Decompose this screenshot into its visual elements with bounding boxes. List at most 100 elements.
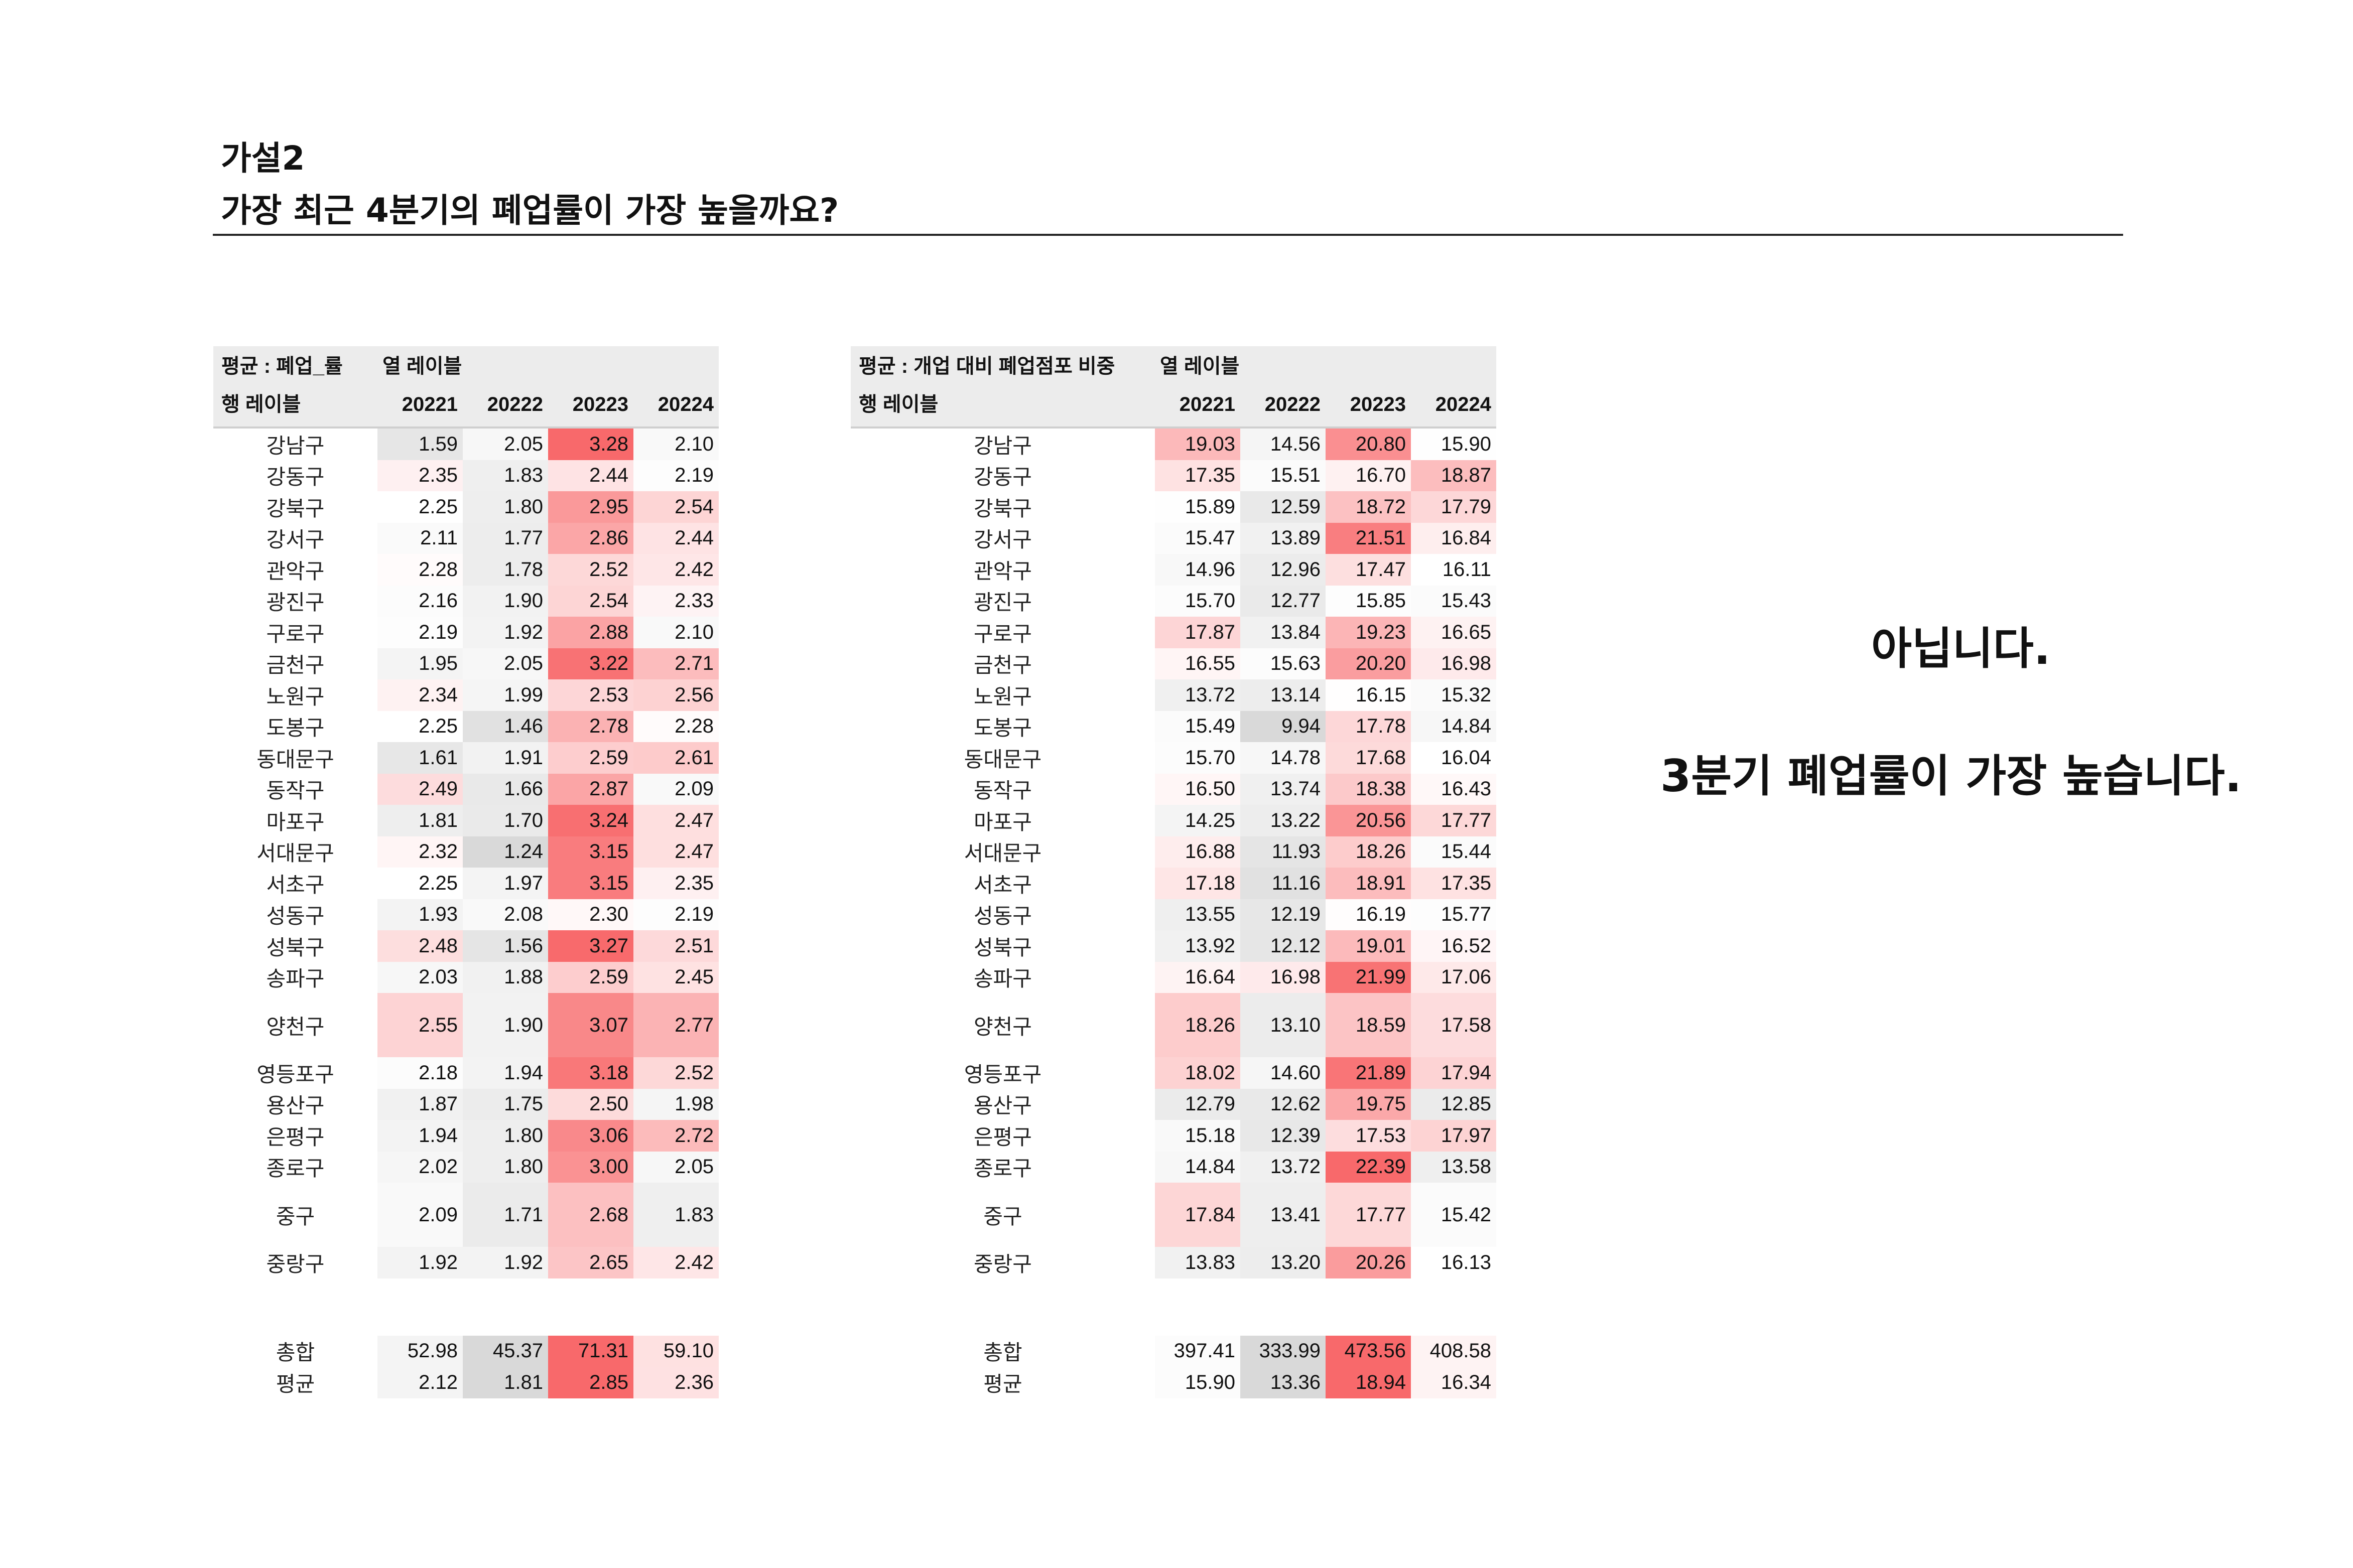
value-cell: 2.35 <box>633 868 719 899</box>
row-label: 노원구 <box>266 684 325 708</box>
value-cell: 17.53 <box>1326 1120 1411 1152</box>
value-cell: 16.13 <box>1411 1247 1496 1278</box>
value-cell: 1.61 <box>377 742 463 774</box>
table-row: 관악구 2.28 1.78 2.52 2.42 <box>213 554 719 586</box>
value-cell: 14.78 <box>1240 742 1326 774</box>
row-label: 관악구 <box>266 559 325 583</box>
value-cell: 17.58 <box>1411 993 1496 1057</box>
table-row: 광진구 2.16 1.90 2.54 2.33 <box>213 585 719 617</box>
value-cell: 15.90 <box>1411 429 1496 460</box>
pivot-header: 평균 : 개업 대비 폐업점포 비중 열 레이블 행 레이블 20221 202… <box>851 346 1496 426</box>
value-cell: 1.83 <box>633 1183 719 1247</box>
column-labels-header: 열 레이블 <box>1160 355 1240 377</box>
value-cell: 2.49 <box>377 773 463 805</box>
value-cell: 1.98 <box>633 1088 719 1120</box>
row-label: 강남구 <box>266 434 325 458</box>
row-label: 강서구 <box>974 528 1032 552</box>
row-label: 성동구 <box>974 904 1032 928</box>
value-cell: 2.11 <box>377 522 463 554</box>
row-label: 구로구 <box>974 622 1032 646</box>
row-label: 동대문구 <box>964 747 1042 771</box>
table-row: 성북구 2.48 1.56 3.27 2.51 <box>213 930 719 962</box>
row-label: 도봉구 <box>266 716 325 740</box>
value-cell: 16.98 <box>1411 648 1496 679</box>
row-label: 노원구 <box>974 684 1032 708</box>
table-spacer <box>851 1278 1496 1336</box>
value-cell: 1.81 <box>377 805 463 836</box>
value-cell: 22.39 <box>1326 1151 1411 1183</box>
table-row: 동대문구 1.61 1.91 2.59 2.61 <box>213 742 719 774</box>
value-cell: 13.92 <box>1155 930 1240 962</box>
row-label: 종로구 <box>974 1157 1032 1181</box>
row-labels-header: 행 레이블 <box>859 393 939 415</box>
value-cell: 2.09 <box>377 1183 463 1247</box>
table-row: 구로구 17.87 13.84 19.23 16.65 <box>851 617 1496 648</box>
value-cell: 15.18 <box>1155 1120 1240 1152</box>
value-cell: 12.96 <box>1240 554 1326 586</box>
value-cell: 2.10 <box>633 617 719 648</box>
row-label: 성동구 <box>266 904 325 928</box>
value-cell: 20.56 <box>1326 805 1411 836</box>
totals-row: 총합 397.41 333.99 473.56 408.58 <box>851 1335 1496 1367</box>
table-body: 강남구 19.03 14.56 20.80 15.90 강동구 17.35 15.51 16.7… <box>851 429 1496 1278</box>
value-cell: 59.10 <box>633 1335 719 1367</box>
row-label: 서대문구 <box>964 841 1042 866</box>
table-row: 금천구 16.55 15.63 20.20 16.98 <box>851 648 1496 679</box>
row-label: 관악구 <box>974 559 1032 583</box>
value-cell: 13.83 <box>1155 1247 1240 1278</box>
value-cell: 15.47 <box>1155 522 1240 554</box>
row-label: 은평구 <box>266 1125 325 1149</box>
value-cell: 1.90 <box>463 585 548 617</box>
value-cell: 1.97 <box>463 868 548 899</box>
value-cell: 17.84 <box>1155 1183 1240 1247</box>
table-row: 도봉구 15.49 9.94 17.78 14.84 <box>851 710 1496 742</box>
row-label: 강동구 <box>974 465 1032 489</box>
value-cell: 3.18 <box>548 1057 633 1089</box>
value-cell: 15.89 <box>1155 491 1240 523</box>
value-cell: 2.88 <box>548 617 633 648</box>
value-cell: 13.74 <box>1240 773 1326 805</box>
value-cell: 2.54 <box>633 491 719 523</box>
value-cell: 16.70 <box>1326 460 1411 491</box>
value-cell: 17.87 <box>1155 617 1240 648</box>
row-label: 금천구 <box>266 653 325 677</box>
value-cell: 1.92 <box>463 617 548 648</box>
row-label: 용산구 <box>266 1094 325 1118</box>
value-cell: 2.05 <box>463 648 548 679</box>
table-row: 금천구 1.95 2.05 3.22 2.71 <box>213 648 719 679</box>
value-cell: 17.94 <box>1411 1057 1496 1089</box>
value-cell: 18.59 <box>1326 993 1411 1057</box>
value-cell: 2.61 <box>633 742 719 774</box>
value-cell: 15.32 <box>1411 679 1496 711</box>
table-row: 중랑구 13.83 13.20 20.26 16.13 <box>851 1247 1496 1278</box>
answer-heading: 아닙니다. <box>1871 623 2051 674</box>
row-label: 중구 <box>983 1204 1022 1228</box>
value-cell: 15.42 <box>1411 1183 1496 1247</box>
row-label: 강서구 <box>266 528 325 552</box>
value-cell: 17.77 <box>1411 805 1496 836</box>
table-row: 은평구 15.18 12.39 17.53 17.97 <box>851 1120 1496 1152</box>
row-label: 양천구 <box>974 1015 1032 1039</box>
value-cell: 2.71 <box>633 648 719 679</box>
table-row: 동대문구 15.70 14.78 17.68 16.04 <box>851 742 1496 774</box>
value-cell: 17.47 <box>1326 554 1411 586</box>
value-cell: 16.65 <box>1411 617 1496 648</box>
value-cell: 2.05 <box>463 429 548 460</box>
value-cell: 2.35 <box>377 460 463 491</box>
value-cell: 15.63 <box>1240 648 1326 679</box>
value-cell: 1.80 <box>463 491 548 523</box>
table-row: 광진구 15.70 12.77 15.85 15.43 <box>851 585 1496 617</box>
table-row: 양천구 2.55 1.90 3.07 2.77 <box>213 993 719 1057</box>
value-cell: 2.52 <box>633 1057 719 1089</box>
row-label: 광진구 <box>974 591 1032 615</box>
table-row: 강남구 1.59 2.05 3.28 2.10 <box>213 429 719 460</box>
value-cell: 1.75 <box>463 1088 548 1120</box>
value-cell: 18.91 <box>1326 868 1411 899</box>
value-cell: 20.20 <box>1326 648 1411 679</box>
value-cell: 15.90 <box>1155 1367 1240 1398</box>
value-cell: 16.52 <box>1411 930 1496 962</box>
value-cell: 2.25 <box>377 710 463 742</box>
value-cell: 1.92 <box>463 1247 548 1278</box>
value-cell: 1.81 <box>463 1367 548 1398</box>
value-cell: 2.65 <box>548 1247 633 1278</box>
